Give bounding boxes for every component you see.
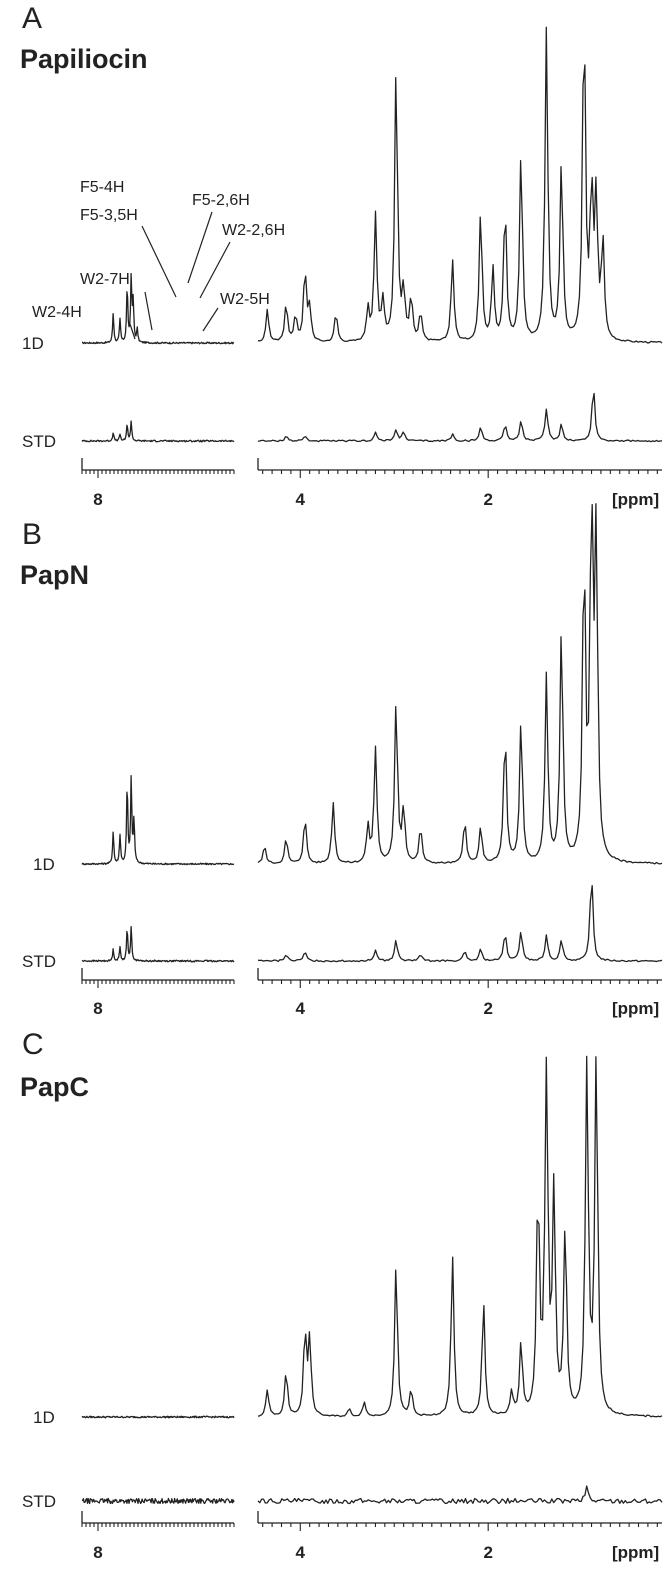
x-tick-label: 8 <box>93 1543 102 1562</box>
series-trace-1d-aromatic <box>81 774 235 866</box>
x-tick-label: 2 <box>483 490 492 509</box>
x-tick-label: 4 <box>296 1543 306 1562</box>
peak-annotation: W2-5H <box>220 291 270 308</box>
panel-title: PapN <box>20 560 90 590</box>
annotation-leader-line <box>141 225 177 298</box>
series-trace-std-aliphatic <box>257 884 663 963</box>
annotation-leader-line <box>129 323 136 340</box>
annotation-leader-line <box>202 307 219 332</box>
panel-title: PapC <box>20 1072 90 1102</box>
panel-letter: B <box>22 518 43 551</box>
peak-annotation: W2-7H <box>80 271 130 288</box>
annotation-leader-line <box>187 211 213 284</box>
series-label: 1D <box>33 855 55 874</box>
series-trace-1d-aromatic <box>81 1415 235 1419</box>
peak-annotation: F5-2,6H <box>192 192 250 209</box>
spectrum-chart: 1D STD 8 4 2 [ppm] <box>22 503 663 1018</box>
panel-b: B PapN 1D STD 8 4 2 [ppm] <box>0 500 665 1020</box>
x-tick-label: 8 <box>93 999 102 1018</box>
panel-title: Papiliocin <box>20 44 148 74</box>
series-trace-std-aromatic <box>81 420 235 443</box>
series-label: STD <box>22 1492 56 1511</box>
series-trace-1d-aliphatic <box>257 503 663 865</box>
x-tick-label: 4 <box>296 999 306 1018</box>
x-tick-label: 8 <box>93 490 102 509</box>
series-trace-1d-aliphatic <box>257 26 663 344</box>
spectrum-chart: 1D STD 8 4 2 [ppm] <box>22 1055 663 1562</box>
peak-annotation: F5-4H <box>80 179 124 196</box>
x-axis-unit: [ppm] <box>612 1543 659 1562</box>
panel-letter: C <box>22 1028 44 1061</box>
panel-letter: A <box>22 2 43 35</box>
series-trace-1d-aliphatic <box>257 1055 663 1418</box>
series-trace-std-aromatic <box>81 925 235 963</box>
peak-annotation: W2-4H <box>32 304 82 321</box>
peak-annotation: F5-3,5H <box>80 207 138 224</box>
x-tick-label: 4 <box>296 490 306 509</box>
x-tick-label: 2 <box>483 1543 492 1562</box>
annotation-leader-line <box>144 291 153 331</box>
panel-a: A Papiliocin 1D STD 8 4 2 [ppm] W2-4H W2-7H F5-4… <box>0 0 665 509</box>
x-tick-label: 2 <box>483 999 492 1018</box>
series-trace-std-aliphatic <box>257 1485 663 1505</box>
series-label: STD <box>22 432 56 451</box>
x-axis-unit: [ppm] <box>612 490 659 509</box>
series-trace-1d-aromatic <box>82 272 235 345</box>
series-label: 1D <box>33 1408 55 1427</box>
series-trace-std-aliphatic <box>257 392 663 443</box>
series-label: 1D <box>22 334 44 353</box>
annotation-leader-line <box>199 241 231 299</box>
spectrum-chart: 1D STD 8 4 2 [ppm] W2-4H W2-7H F5-4H F5-3,5H F5-2,… <box>22 26 663 509</box>
peak-annotation: W2-2,6H <box>222 222 285 239</box>
series-trace-std-aromatic <box>81 1497 235 1505</box>
x-axis-unit: [ppm] <box>612 999 659 1018</box>
panel-c: C PapC 1D STD 8 4 2 [ppm] <box>0 1020 665 1572</box>
series-label: STD <box>22 952 56 971</box>
